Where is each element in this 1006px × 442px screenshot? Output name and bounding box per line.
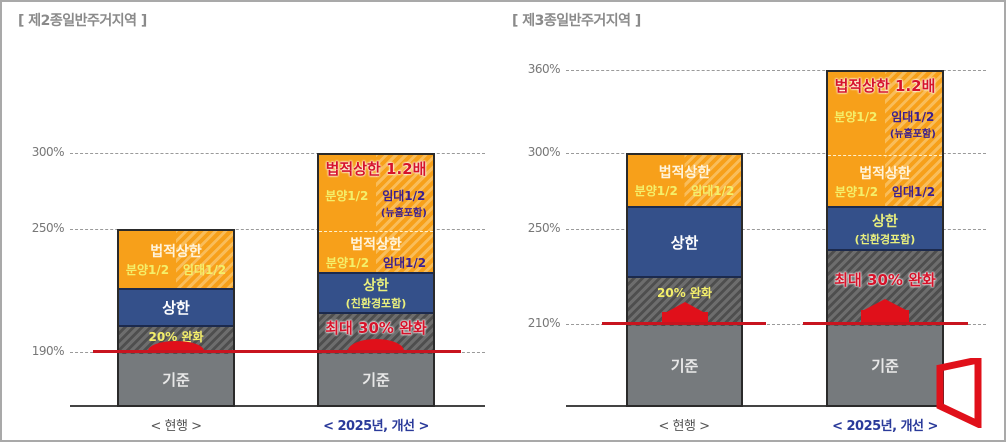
- x-label-current: < 현행 >: [658, 419, 710, 434]
- segment-upper: 상한 (친환경포함): [828, 206, 942, 251]
- relax-label: 최대 30% 완화: [834, 271, 936, 289]
- segment-legal-cap: 법적상한 분양1/2 임대1/2: [119, 231, 233, 288]
- upper-label: 상한: [872, 213, 898, 230]
- bar-improved: 법적상한 1.2배 분양1/2 임대1/2 (뉴홈포함) 법적상한 분양1/2 …: [317, 153, 435, 407]
- eco-included-label: (친환경포함): [854, 232, 916, 246]
- sale-half-label: 분양1/2: [834, 184, 879, 199]
- gridline-250: [566, 229, 986, 230]
- relax-arrow-icon: [348, 339, 404, 351]
- brand-logo-icon: [936, 358, 982, 428]
- relax-arrow-icon: [148, 341, 204, 351]
- legal-cap-label: 법적상한: [859, 165, 911, 182]
- base-ratio-line: [93, 350, 461, 353]
- segment-legal-cap: 법적상한 분양1/2 임대1/2: [628, 155, 741, 206]
- gridline-300: [70, 153, 485, 154]
- segment-base: 기준: [119, 354, 233, 405]
- newhome-included-label: (뉴홈포함): [889, 129, 936, 140]
- upper-label: 상한: [162, 299, 190, 317]
- rent-half-label: 임대1/2: [382, 255, 427, 270]
- gridline-300: [566, 153, 986, 154]
- y-tick-250: 250%: [527, 221, 561, 235]
- rent-half-label: 임대1/2: [891, 110, 935, 124]
- segment-base: 기준: [628, 326, 741, 405]
- legal-cap-x12-label: 법적상한 1.2배: [834, 77, 936, 95]
- rent-half-label: 임대1/2: [891, 184, 936, 199]
- segment-upper: 상한: [628, 206, 741, 278]
- eco-included-label: (친환경포함): [345, 297, 407, 310]
- sale-half-label: 분양1/2: [325, 189, 369, 203]
- y-tick-190: 190%: [31, 344, 65, 358]
- base-label: 기준: [362, 371, 390, 389]
- rent-half-label: 임대1/2: [691, 184, 735, 198]
- x-label-improved: < 2025년, 개선 >: [832, 419, 938, 434]
- relax-label: 20% 완화: [657, 286, 712, 300]
- newhome-included-label: (뉴홈포함): [380, 208, 427, 219]
- segment-upper: 상한: [119, 288, 233, 327]
- sale-half-label: 분양1/2: [834, 110, 878, 124]
- base-label: 기준: [871, 357, 899, 375]
- y-tick-360: 360%: [527, 62, 561, 76]
- segment-legal-cap: 법적상한 분양1/2 임대1/2: [828, 155, 942, 206]
- x-axis-baseline: [566, 405, 946, 407]
- x-label-improved: < 2025년, 개선 >: [323, 419, 429, 434]
- y-tick-250: 250%: [31, 221, 65, 235]
- sale-half-label: 분양1/2: [125, 263, 170, 277]
- base-label: 기준: [162, 371, 190, 389]
- panel-title: [ 제2종일반주거지역 ]: [18, 13, 147, 29]
- rent-half-label: 임대1/2: [382, 189, 426, 203]
- panel-title: [ 제3종일반주거지역 ]: [512, 13, 641, 29]
- legal-cap-label: 법적상한: [350, 236, 402, 253]
- bar-current: 법적상한 분양1/2 임대1/2 상한 20% 완화 기준: [626, 153, 743, 407]
- segment-legal-cap-x12: 법적상한 1.2배 분양1/2 임대1/2 (뉴홈포함): [319, 155, 433, 231]
- base-ratio-line: [602, 322, 766, 325]
- legal-cap-x12-label: 법적상한 1.2배: [325, 160, 427, 178]
- segment-base: 기준: [828, 326, 942, 405]
- y-tick-300: 300%: [31, 145, 65, 159]
- x-axis-baseline: [70, 405, 485, 407]
- sale-half-label: 분양1/2: [325, 255, 370, 270]
- bar-current: 법적상한 분양1/2 임대1/2 상한 20% 완화 기준: [117, 229, 235, 407]
- rent-half-label: 임대1/2: [182, 263, 227, 277]
- segment-legal-cap-x12: 법적상한 1.2배 분양1/2 임대1/2 (뉴홈포함): [828, 72, 942, 155]
- upper-label: 상한: [670, 233, 699, 252]
- y-tick-300: 300%: [527, 145, 561, 159]
- bar-improved: 법적상한 1.2배 분양1/2 임대1/2 (뉴홈포함) 법적상한 분양1/2 …: [826, 70, 944, 407]
- gridline-360: [566, 70, 986, 71]
- legal-cap-label: 법적상한: [658, 165, 711, 181]
- gridline-250: [70, 229, 485, 230]
- gridline-210: [566, 324, 986, 325]
- x-label-current: < 현행 >: [150, 419, 202, 434]
- base-label: 기준: [670, 357, 699, 375]
- relax-label: 최대 30% 완화: [325, 319, 427, 337]
- upper-label: 상한: [363, 278, 389, 294]
- segment-base: 기준: [319, 354, 433, 405]
- segment-upper: 상한 (친환경포함): [319, 272, 433, 314]
- legal-cap-label: 법적상한: [150, 244, 202, 260]
- relax-label: 20% 완화: [148, 330, 204, 344]
- sale-half-label: 분양1/2: [634, 184, 678, 198]
- y-tick-210: 210%: [527, 316, 561, 330]
- segment-legal-cap: 법적상한 분양1/2 임대1/2: [319, 231, 433, 272]
- base-ratio-line: [803, 322, 968, 325]
